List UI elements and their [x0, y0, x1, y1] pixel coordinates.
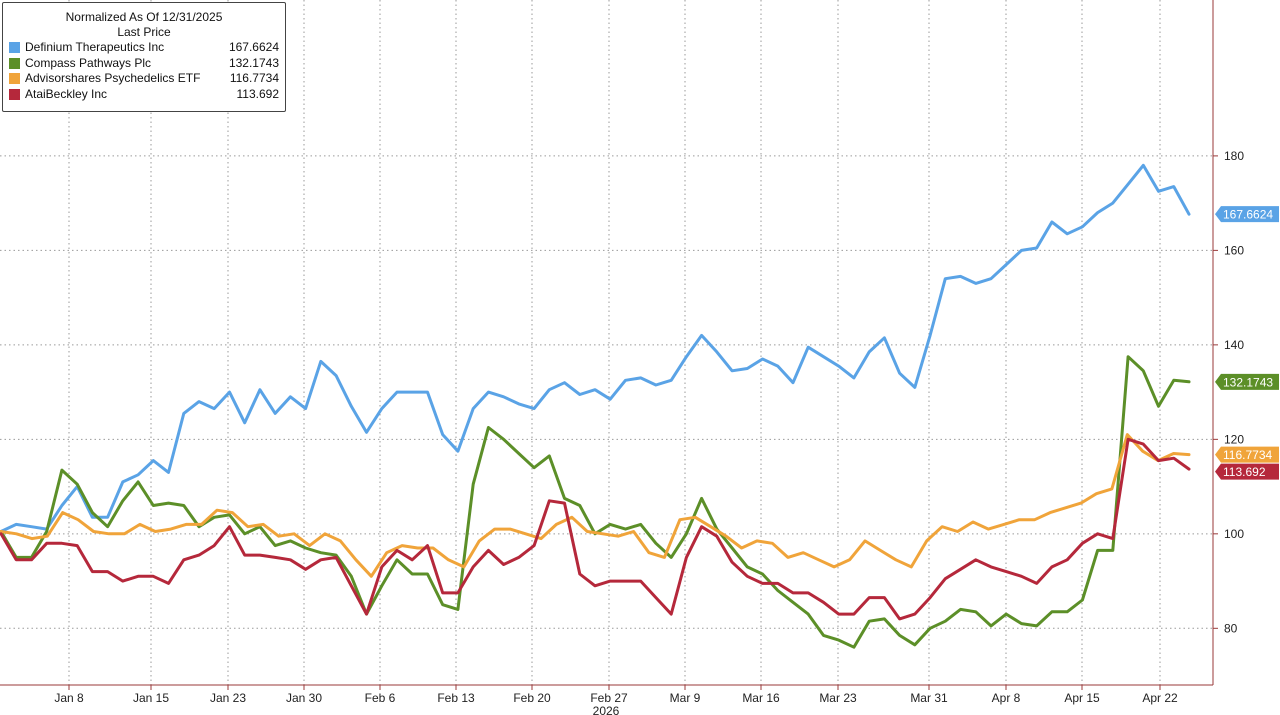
legend-series-value: 113.692 [236, 86, 280, 101]
series-line-0 [0, 163, 1191, 533]
series-lines [0, 163, 1191, 649]
legend-item-ataibeckley: AtaiBeckley Inc 113.692 [9, 87, 279, 103]
series-line-1 [0, 355, 1191, 649]
legend-swatch [9, 42, 20, 54]
legend-subtitle: Last Price [117, 25, 171, 39]
end-value-label: 167.6624 [1223, 208, 1273, 222]
legend-title: Normalized As Of 12/31/2025 [65, 10, 223, 24]
legend-series-name: Definium Therapeutics Inc [25, 40, 165, 54]
end-value-badge-bg [1215, 373, 1279, 390]
end-value-label: 132.1743 [1223, 375, 1273, 389]
end-value-badge-bg [1215, 206, 1279, 223]
x-tick-label: Feb 20 [513, 691, 551, 705]
legend-series-name: Compass Pathways Plc [25, 55, 152, 70]
x-tick-label: Mar 16 [742, 691, 780, 705]
y-tick-label: 100 [1224, 527, 1244, 541]
legend-swatch [9, 88, 20, 100]
y-tick-label: 120 [1224, 432, 1244, 446]
y-tick-label: 140 [1224, 338, 1244, 352]
legend-series-name: AtaiBeckley Inc [25, 86, 108, 101]
legend-item-definium: Definium Therapeutics Inc 167.6624 [9, 40, 279, 56]
x-tick-label: Jan 8 [54, 691, 84, 705]
end-value-badge-bg [1215, 463, 1279, 480]
legend-series-value: 116.7734 [229, 71, 279, 85]
series-line-2 [0, 433, 1191, 578]
x-tick-label: Mar 9 [670, 691, 701, 705]
x-tick-label: Apr 22 [1142, 691, 1178, 705]
x-tick-label: Feb 13 [437, 691, 475, 705]
legend-item-advisorshares: Advisorshares Psychedelics ETF 116.7734 [9, 71, 279, 87]
legend-series-value: 132.1743 [228, 55, 279, 70]
x-tick-label: Jan 30 [286, 691, 322, 705]
y-tick-label: 80 [1224, 621, 1238, 635]
end-value-badge: 116.7734 [1215, 446, 1279, 463]
axes: 80 100 120 140 160 180 Jan 8 Jan 15 Jan 23 Jan 30… [0, 0, 1244, 715]
end-value-label: 113.692 [1223, 465, 1266, 479]
x-tick-label: Apr 8 [992, 691, 1021, 705]
end-value-badge-bg [1215, 446, 1279, 463]
series-line-3 [0, 437, 1191, 621]
x-tick-label: Apr 15 [1064, 691, 1100, 705]
x-tick-label: Feb 6 [365, 691, 396, 705]
x-tick-label: Feb 27 [590, 691, 628, 705]
legend-series-name: Advisorshares Psychedelics ETF [25, 71, 201, 85]
x-tick-label: Mar 31 [910, 691, 948, 705]
legend-swatch [9, 73, 20, 85]
legend-swatch [9, 57, 20, 69]
x-axis-title: 2026 [593, 704, 620, 715]
end-value-label: 116.7734 [1223, 448, 1272, 462]
legend-series-value: 167.6624 [228, 40, 279, 54]
end-value-badge: 113.692 [1215, 463, 1279, 480]
end-value-badge: 167.6624 [1215, 206, 1279, 223]
y-tick-label: 160 [1224, 243, 1244, 257]
legend-item-compass: Compass Pathways Plc 132.1743 [9, 56, 279, 72]
end-value-labels: 167.6624 132.1743 116.7734 113.692 [1215, 206, 1279, 480]
x-tick-label: Jan 15 [133, 691, 169, 705]
y-tick-label: 180 [1224, 149, 1244, 163]
x-tick-label: Jan 23 [210, 691, 246, 705]
legend: Normalized As Of 12/31/2025 Last Price D… [2, 2, 286, 112]
end-value-badge: 132.1743 [1215, 373, 1279, 390]
x-tick-label: Mar 23 [819, 691, 857, 705]
